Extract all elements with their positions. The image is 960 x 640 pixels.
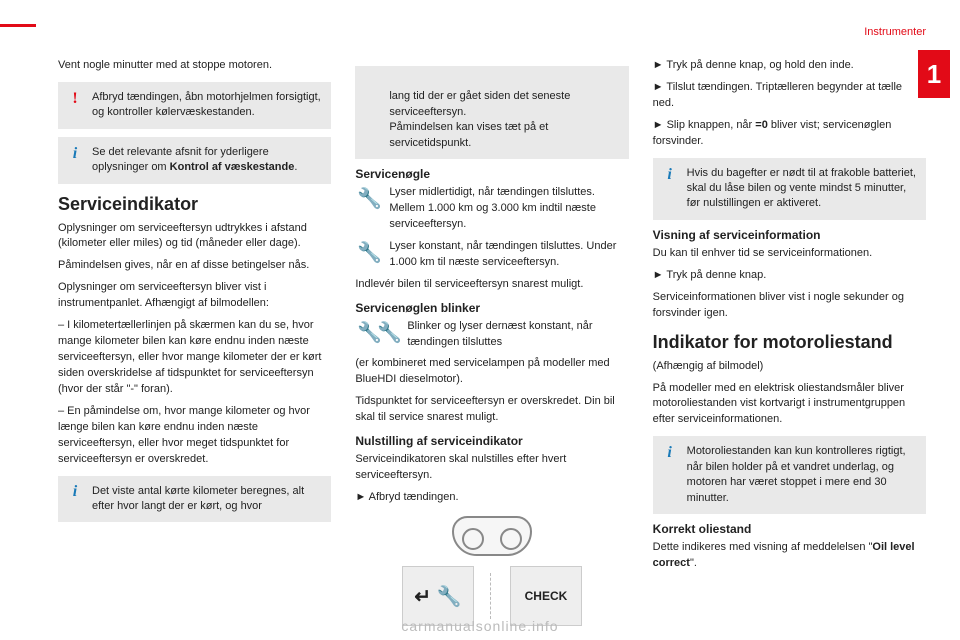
info-box: i Se det relevante afsnit for yderligere… [58, 137, 331, 184]
info-icon: i [661, 444, 679, 462]
info-text: Hvis du bagefter er nødt til at frakoble… [687, 167, 916, 210]
wrench-icon: 🔧 [357, 239, 382, 268]
subheading: Nulstilling af serviceindikator [355, 434, 628, 448]
body-text: (er kombineret med servicelampen på mode… [355, 356, 628, 388]
icon-line: 🔧🔧Blinker og lyser dernæst konstant, når… [355, 319, 628, 351]
body-text: På modeller med en elektrisk oliestandsm… [653, 381, 926, 429]
body-text: ► Afbryd tændingen. [355, 490, 628, 506]
wrench-icon-orange: 🔧 [377, 319, 402, 348]
info-box: i Motoroliestanden kan kun kontrolleres … [653, 436, 926, 514]
body-text: – I kilometertællerlinjen på skærmen kan… [58, 318, 331, 398]
warning-box: ! Afbryd tændingen, åbn motorhjelmen for… [58, 82, 331, 129]
body-text: – En påmindelse om, hvor mange kilometer… [58, 404, 331, 468]
wrench-icon: 🔧 [357, 185, 382, 214]
watermark: carmanualsonline.info [0, 618, 960, 634]
info-text: Det viste antal kørte kilometer beregnes… [92, 485, 304, 512]
body-text: Oplysninger om serviceeftersyn udtrykkes… [58, 221, 331, 253]
accent-bar [0, 24, 36, 27]
body-text: Oplysninger om serviceeftersyn bliver vi… [58, 280, 331, 312]
body-text: Serviceindikatoren skal nulstilles efter… [355, 452, 628, 484]
separator [490, 573, 494, 619]
subheading: Servicenøglen blinker [355, 301, 628, 315]
subheading: Korrekt oliestand [653, 522, 926, 536]
warning-icon: ! [66, 90, 84, 108]
dashboard-figure: ↵ 🔧 CHECK [355, 516, 628, 626]
icon-line: 🔧Lyser konstant, når tændingen tilslutte… [355, 239, 628, 271]
info-text: lang tid der er gået siden det seneste s… [389, 90, 570, 148]
body-text: Serviceinformationen bliver vist i nogle… [653, 290, 926, 322]
body-text: Tidspunktet for serviceeftersyn er overs… [355, 394, 628, 426]
info-bold: Kontrol af væskestande [170, 161, 295, 173]
column-1: Vent nogle minutter med at stoppe motore… [58, 58, 331, 636]
body-text: ► Tryk på denne knap, og hold den inde. [653, 58, 926, 74]
heading-oliestand: Indikator for motoroliestand [653, 332, 926, 353]
body-text: Dette indikeres med visning af meddelels… [653, 540, 926, 572]
warning-text: Afbryd tændingen, åbn motorhjelmen forsi… [92, 91, 321, 118]
body-text: Vent nogle minutter med at stoppe motore… [58, 58, 331, 74]
icon-line: 🔧Lyser midlertidigt, når tændingen tilsl… [355, 185, 628, 233]
info-icon: i [661, 166, 679, 184]
info-box-continued: lang tid der er gået siden det seneste s… [355, 66, 628, 159]
page-number-badge: 1 [918, 50, 950, 98]
body-text: Indlevér bilen til serviceeftersyn snare… [355, 277, 628, 293]
subheading: Visning af serviceinformation [653, 228, 926, 242]
body-text: ► Slip knappen, når =0 bliver vist; serv… [653, 118, 926, 150]
body-text: Du kan til enhver tid se serviceinformat… [653, 246, 926, 262]
subheading: Servicenøgle [355, 167, 628, 181]
info-icon: i [66, 145, 84, 163]
body-text: ► Tryk på denne knap. [653, 268, 926, 284]
column-2: lang tid der er gået siden det seneste s… [355, 58, 628, 636]
info-icon: i [66, 484, 84, 502]
dashboard-icon [452, 516, 532, 556]
info-box: i Hvis du bagefter er nødt til at frakob… [653, 158, 926, 220]
content-columns: Vent nogle minutter med at stoppe motore… [0, 0, 960, 636]
section-header: Instrumenter [864, 26, 926, 38]
info-box: i Det viste antal kørte kilometer beregn… [58, 476, 331, 523]
info-text: Motoroliestanden kan kun kontrolleres ri… [687, 445, 906, 503]
heading-serviceindikator: Serviceindikator [58, 194, 331, 215]
body-text: Påmindelsen gives, når en af disse betin… [58, 258, 331, 274]
body-text: (Afhængig af bilmodel) [653, 359, 926, 375]
column-3: ► Tryk på denne knap, og hold den inde. … [653, 58, 926, 636]
body-text: ► Tilslut tændingen. Triptælleren begynd… [653, 80, 926, 112]
